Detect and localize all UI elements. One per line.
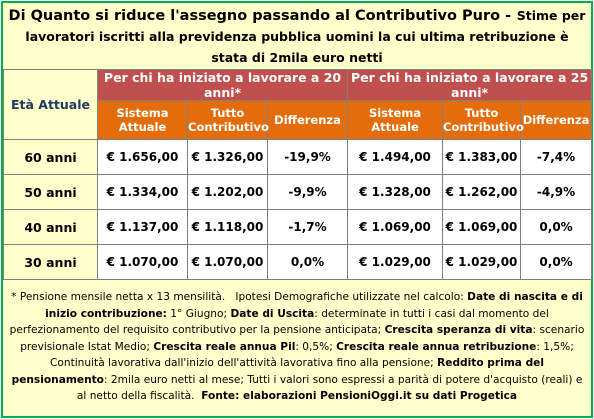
data-row: 50 anni € 1.334,00 € 1.202,00 -9,9% € 1.328,…: [3, 174, 593, 210]
value-cell: € 1.069,00: [442, 209, 522, 245]
footnote-text: Reddito prima del pensionamento: [11, 357, 548, 386]
column-header: Differenza: [520, 100, 593, 140]
value-cell: -9,9%: [266, 174, 349, 210]
value-cell: € 1.029,00: [442, 244, 522, 280]
column-header: Tutto Contributivo: [442, 100, 524, 140]
value-cell: € 1.070,00: [97, 244, 188, 280]
value-cell: € 1.137,00: [97, 209, 188, 245]
footnote-text: : 0,5%;: [295, 340, 337, 353]
value-cell: € 1.202,00: [187, 174, 268, 210]
age-cell: 40 anni: [3, 209, 98, 245]
value-cell: 0,0%: [266, 244, 349, 280]
value-cell: € 1.494,00: [347, 139, 444, 175]
data-row: 40 anni € 1.137,00 € 1.118,00 -1,7% € 1.069,…: [3, 209, 593, 245]
age-header: Età Attuale: [3, 69, 98, 140]
value-cell: -19,9%: [266, 139, 349, 175]
age-cell: 30 anni: [3, 244, 98, 280]
value-cell: € 1.383,00: [442, 139, 522, 175]
value-cell: 0,0%: [520, 244, 593, 280]
footnote-text: Crescita speranza di vita: [384, 324, 533, 336]
title-block: Di Quanto si riduce l'assegno passando a…: [3, 3, 591, 69]
value-cell: -4,9%: [520, 174, 593, 210]
age-cell: 50 anni: [3, 174, 98, 210]
footnote-text: Fonte: elaborazioni PensioniOggi.it su d…: [201, 390, 518, 402]
subheader-row: Sistema Attuale Tutto Contributivo Differe…: [4, 100, 593, 140]
group-header: Per chi ha iniziato a lavorare a 20 anni…: [96, 69, 349, 101]
data-row: 30 anni € 1.070,00 € 1.070,00 0,0% € 1.029,0…: [3, 244, 593, 280]
footnote-text: * Pensione mensile netta x 13 mensilità.…: [11, 291, 468, 303]
value-cell: € 1.656,00: [97, 139, 188, 175]
group-header: Per chi ha iniziato a lavorare a 25 anni…: [347, 69, 593, 101]
value-cell: -1,7%: [266, 209, 349, 245]
column-header: Differenza: [266, 100, 349, 140]
value-cell: € 1.328,00: [347, 174, 444, 210]
value-cell: € 1.069,00: [347, 209, 444, 245]
title: Di Quanto si riduce l'assegno passando a…: [8, 8, 512, 24]
value-cell: € 1.262,00: [442, 174, 522, 210]
footnote-text: Date di nascita e di inizio contribuzion…: [45, 291, 587, 320]
value-cell: -7,4%: [520, 139, 593, 175]
pension-table: Età Attuale Per chi ha iniziato a lavorar…: [3, 69, 593, 280]
value-cell: € 1.118,00: [187, 209, 268, 245]
age-cell: 60 anni: [3, 139, 98, 175]
footnote-text: : determinate in tutti i casi dal moment…: [9, 307, 553, 337]
footnote-text: : scenario previsionale Istat Medio;: [20, 324, 588, 353]
footnote: * Pensione mensile netta x 13 mensilità.…: [3, 289, 591, 405]
footnote-text: Crescita reale annua Pil: [153, 340, 296, 353]
value-cell: € 1.326,00: [187, 139, 268, 175]
footnote-text: Crescita reale annua retribuzione: [336, 340, 537, 353]
footnote-text: Date di Uscita: [230, 307, 315, 320]
column-header: Tutto Contributivo: [187, 100, 269, 140]
subtitle: Stime per lavoratori iscritti alla previ…: [25, 8, 586, 65]
footnote-text: : 1,5%; Continuità lavorativa dall'inizi…: [49, 340, 578, 370]
header-row: Età Attuale Per chi ha iniziato a lavorar…: [3, 69, 593, 140]
column-header: Sistema Attuale: [347, 100, 444, 140]
footnote-text: 1° Giugno;: [166, 307, 231, 320]
value-cell: 0,0%: [520, 209, 593, 245]
data-row: 60 anni € 1.656,00 € 1.326,00 -19,9% € 1.494…: [3, 139, 593, 175]
value-cell: € 1.070,00: [187, 244, 268, 280]
column-header: Sistema Attuale: [97, 100, 188, 140]
footnote-text: : 2mila euro netti al mese; Tutti i valo…: [76, 373, 586, 403]
value-cell: € 1.334,00: [97, 174, 188, 210]
value-cell: € 1.029,00: [347, 244, 444, 280]
